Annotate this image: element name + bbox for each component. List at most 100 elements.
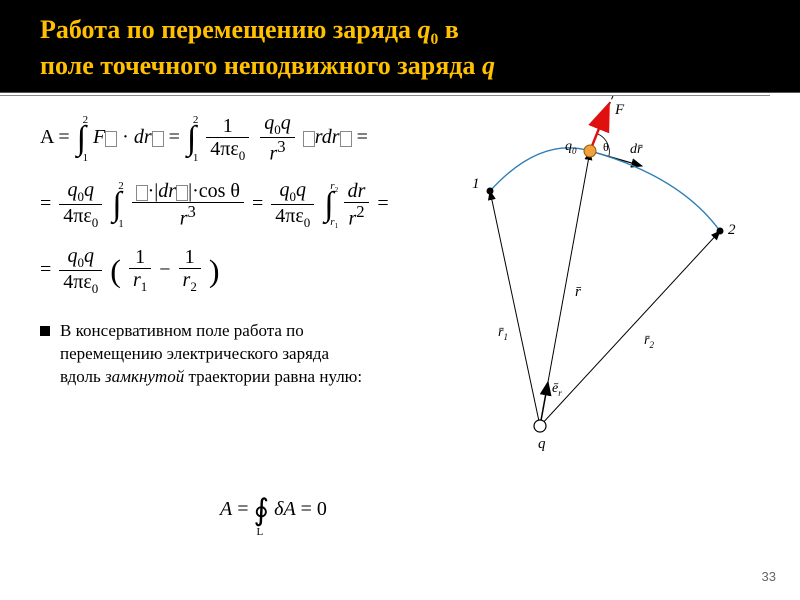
eq1-eq2: = xyxy=(169,126,180,148)
eq2-frac3n: dr xyxy=(344,180,370,203)
equation-closed-loop: A = ∮L δA = 0 xyxy=(220,493,327,528)
eq1-int1-u: 2 xyxy=(83,114,89,126)
title-q0: q xyxy=(417,15,430,44)
eq3-f2d: r2 xyxy=(179,269,201,294)
slide-title: Работа по перемещению заряда q0 в поле т… xyxy=(40,14,760,82)
bullet-t2: траектории равна нулю: xyxy=(184,367,362,386)
eq3-f2n: 1 xyxy=(179,246,201,269)
eq1-frac2: q0qr3 xyxy=(260,112,295,165)
label-q: q xyxy=(538,436,546,452)
eq3-frac2: 1r2 xyxy=(179,246,201,294)
eq1-box3 xyxy=(303,131,315,147)
eq3-f1n: 1 xyxy=(129,246,151,269)
line-r2 xyxy=(540,231,720,426)
eq4-eq: = xyxy=(237,498,248,520)
label-dr: dr̄ xyxy=(630,142,643,157)
diagram-column: F q0 θ dr̄ 1 2 r̄ r̄1 r̄2 ēr q xyxy=(400,106,780,389)
eq2-coef2d: 4πε0 xyxy=(271,205,314,230)
eq2-eq2: = xyxy=(252,193,263,215)
eq1-int2-l: 1 xyxy=(193,152,199,164)
eq1-int1-l: 1 xyxy=(83,152,89,164)
title-part1: Работа по перемещению заряда xyxy=(40,15,417,44)
eq2-int2-l: r1 xyxy=(330,216,338,230)
eq1-frac1d: 4πε0 xyxy=(206,138,249,163)
eq1-box4 xyxy=(340,131,352,147)
eq2-eq3: = xyxy=(377,193,388,215)
label-F: F xyxy=(614,102,625,118)
eq1-int2: ∫21 xyxy=(187,120,196,158)
eq4-A: A xyxy=(220,498,232,520)
eq3-f1d: r1 xyxy=(129,269,151,294)
eq2-int1-u: 2 xyxy=(118,180,124,192)
label-r: r̄ xyxy=(575,284,581,300)
trajectory-curve xyxy=(490,148,720,231)
eq4-oint: ∮L xyxy=(254,493,270,528)
eq4-zero: = 0 xyxy=(301,498,327,520)
point-q0 xyxy=(584,145,596,157)
eq3-lpar: ( xyxy=(110,252,121,288)
eq2-frac2d: r3 xyxy=(132,203,244,230)
title-q: q xyxy=(482,51,495,80)
eq2-coef-n: q0q xyxy=(59,179,102,205)
eq1-A: A xyxy=(40,126,53,148)
bullet-em: замкнутой xyxy=(105,367,184,386)
eq1-frac1n: 1 xyxy=(206,115,249,138)
page-number: 33 xyxy=(762,569,776,584)
eq3-coef-d: 4πε0 xyxy=(59,271,102,296)
point-2 xyxy=(717,228,724,235)
eq2-int2-u: r2 xyxy=(330,180,338,194)
label-r1: r̄1 xyxy=(498,325,508,342)
eq1-dot: · xyxy=(122,126,129,148)
eq2-int1: ∫21 xyxy=(112,186,121,224)
bullet-text: В консервативном поле работа по перемеще… xyxy=(60,320,370,389)
label-q0: q0 xyxy=(565,139,577,156)
eq1-r: r xyxy=(315,126,322,148)
eq4-dA: δA xyxy=(274,498,296,520)
eq1-eq: = xyxy=(58,126,69,148)
equation-1: A = ∫21 F · dr = ∫21 14πε0 q0qr3 rdr = xyxy=(40,112,400,165)
bullet-marker xyxy=(40,326,50,336)
eq1-box2 xyxy=(152,131,164,147)
eq2-frac3d: r2 xyxy=(344,203,370,230)
eq4-L: L xyxy=(257,526,264,538)
eq1-frac2n: q0q xyxy=(260,112,295,138)
eq3-eq: = xyxy=(40,258,51,280)
bullet-1: В консервативном поле работа по перемеще… xyxy=(40,320,370,389)
label-1: 1 xyxy=(472,176,480,192)
eq2-eq: = xyxy=(40,193,51,215)
line-r1 xyxy=(490,191,540,426)
slide-header: Работа по перемещению заряда q0 в поле т… xyxy=(0,0,800,93)
slide-body: A = ∫21 F · dr = ∫21 14πε0 q0qr3 rdr = =… xyxy=(0,96,800,399)
eq2-coef2: q0q4πε0 xyxy=(271,179,314,231)
eq1-eq3: = xyxy=(357,126,368,148)
eq2-frac2n: ·|dr|·cos θ xyxy=(132,180,244,203)
eq2-int1-l: 1 xyxy=(118,218,124,230)
eq3-frac1: 1r1 xyxy=(129,246,151,294)
eq2-frac3: drr2 xyxy=(344,180,370,230)
eq3-rpar: ) xyxy=(209,252,220,288)
eq3-minus: − xyxy=(159,258,170,280)
eq1-dr2: dr xyxy=(322,126,340,148)
point-1 xyxy=(487,188,494,195)
eq2-coef2n: q0q xyxy=(271,179,314,205)
eq2-coef: q0q4πε0 xyxy=(59,179,102,231)
eq3-coef-n: q0q xyxy=(59,245,102,271)
eq2-coef-d: 4πε0 xyxy=(59,205,102,230)
eq1-frac2d: r3 xyxy=(260,138,295,165)
title-part2: поле точечного неподвижного заряда xyxy=(40,51,482,80)
eq1-dr: dr xyxy=(134,126,152,148)
eq1-F: F xyxy=(93,126,105,148)
eq2-int2: ∫r2r1 xyxy=(324,186,333,224)
eq2-frac2: ·|dr|·cos θr3 xyxy=(132,180,244,230)
diagram-svg: F q0 θ dr̄ 1 2 r̄ r̄1 r̄2 ēr q xyxy=(390,96,770,466)
eq1-int2-u: 2 xyxy=(193,114,199,126)
point-q xyxy=(534,420,546,432)
eq1-box1 xyxy=(105,131,117,147)
eq3-coef: q0q4πε0 xyxy=(59,245,102,297)
unit-vector xyxy=(540,382,548,426)
eq1-frac1: 14πε0 xyxy=(206,115,249,163)
label-theta: θ xyxy=(603,140,609,154)
equation-2: = q0q4πε0 ∫21 ·|dr|·cos θr3 = q0q4πε0 ∫r… xyxy=(40,179,400,231)
label-e: ēr xyxy=(552,381,562,398)
equations-column: A = ∫21 F · dr = ∫21 14πε0 q0qr3 rdr = =… xyxy=(40,106,400,389)
